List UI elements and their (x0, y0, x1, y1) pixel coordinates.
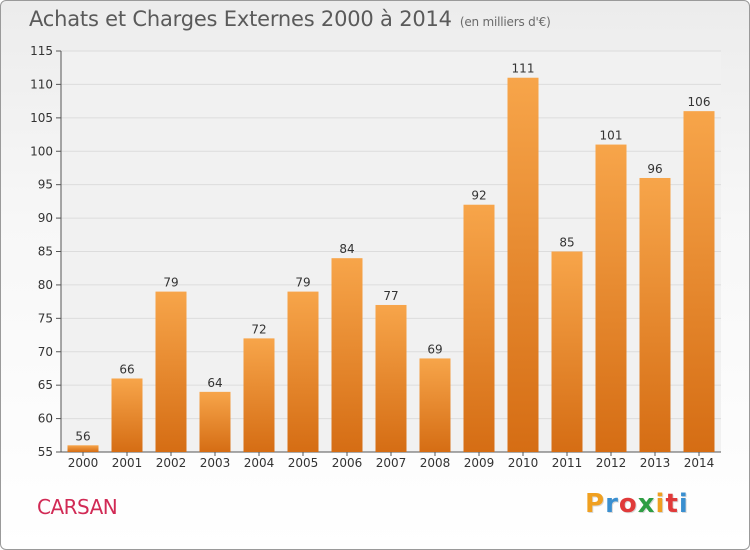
bar (287, 291, 319, 452)
x-tick-label: 2005 (288, 456, 319, 470)
y-tick-label: 105 (30, 111, 53, 125)
y-tick-label: 115 (30, 44, 53, 58)
bar-value-label: 111 (512, 62, 535, 76)
x-tick-label: 2000 (68, 456, 99, 470)
y-tick-label: 95 (38, 178, 53, 192)
bar-value-label: 92 (471, 189, 486, 203)
y-tick-label: 55 (38, 445, 53, 459)
commune-name: CARSAN (37, 495, 118, 519)
bar (375, 304, 407, 452)
chart-unit: (en milliers d'€) (459, 15, 551, 29)
x-tick-label: 2002 (156, 456, 187, 470)
bar-value-label: 66 (119, 362, 134, 376)
bar-value-label: 77 (383, 289, 398, 303)
y-tick-label: 65 (38, 378, 53, 392)
bar (507, 77, 539, 452)
logo-letter: r (605, 489, 619, 519)
y-tick-label: 90 (38, 211, 53, 225)
x-tick-label: 2009 (464, 456, 495, 470)
x-tick-label: 2008 (420, 456, 451, 470)
logo-letter: t (665, 489, 679, 519)
bar-value-label: 84 (339, 242, 354, 256)
bar (683, 111, 715, 453)
x-tick-label: 2001 (112, 456, 143, 470)
bar-value-label: 72 (251, 322, 266, 336)
bar (111, 378, 143, 452)
bar (639, 177, 671, 452)
bar (199, 391, 231, 452)
x-tick-label: 2010 (508, 456, 539, 470)
bar-value-label: 96 (647, 162, 662, 176)
bar (331, 258, 363, 452)
bar (67, 445, 99, 452)
bar (155, 291, 187, 452)
bar (419, 358, 451, 452)
x-tick-label: 2014 (684, 456, 715, 470)
x-tick-label: 2007 (376, 456, 407, 470)
bar-value-label: 69 (427, 342, 442, 356)
y-tick-label: 100 (30, 144, 53, 158)
bar (551, 251, 583, 452)
logo-letter: i (678, 489, 689, 519)
logo-letter: x (637, 489, 656, 519)
x-tick-label: 2013 (640, 456, 671, 470)
bar-value-label: 79 (295, 276, 310, 290)
logo-letter: o (618, 489, 638, 519)
bar-value-label: 64 (207, 376, 222, 390)
bar (243, 338, 275, 452)
x-tick-label: 2012 (596, 456, 627, 470)
bar (595, 144, 627, 453)
bar-value-label: 56 (75, 429, 90, 443)
bar-value-label: 79 (163, 276, 178, 290)
x-tick-label: 2011 (552, 456, 583, 470)
x-tick-label: 2004 (244, 456, 275, 470)
bar-value-label: 106 (688, 95, 711, 109)
logo-letter: i (655, 489, 666, 519)
bar (463, 204, 495, 452)
y-tick-label: 110 (30, 77, 53, 91)
y-tick-label: 60 (38, 412, 53, 426)
bar-value-label: 101 (600, 129, 623, 143)
proxiti-logo: Proxiti (585, 489, 689, 519)
chart-title-text: Achats et Charges Externes 2000 à 2014 (29, 7, 452, 31)
y-tick-label: 75 (38, 311, 53, 325)
x-tick-label: 2003 (200, 456, 231, 470)
chart-title: Achats et Charges Externes 2000 à 2014 (e… (29, 7, 551, 31)
bar-value-label: 85 (559, 236, 574, 250)
logo-letter: P (585, 489, 606, 519)
y-tick-label: 85 (38, 245, 53, 259)
y-tick-label: 80 (38, 278, 53, 292)
y-tick-label: 70 (38, 345, 53, 359)
x-tick-label: 2006 (332, 456, 363, 470)
